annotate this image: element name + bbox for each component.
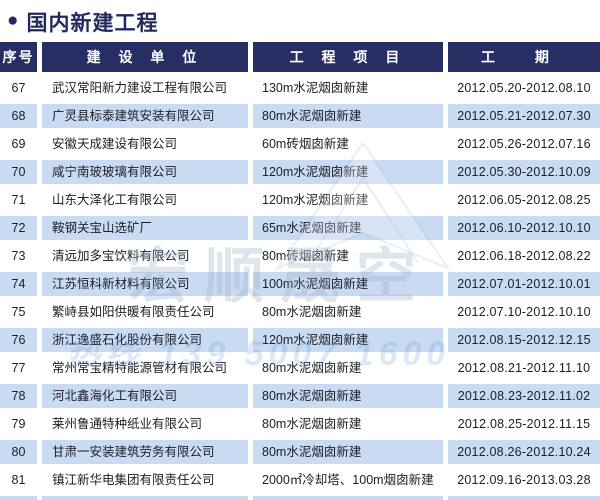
row-company: 鞍钢关宝山选矿厂 <box>42 216 248 240</box>
row-number: 80 <box>0 440 37 464</box>
column-header-company: 建 设 单 位 <box>42 42 248 72</box>
row-period: 2012.09.16-2013.03.28 <box>457 473 591 487</box>
row-company: 河北鑫海化工有限公司 <box>42 384 248 408</box>
table-row: 74 江苏恒科新材料有限公司 100m水泥烟囱新建 2012.07.01-201… <box>0 272 600 296</box>
table-body: 67 武汉常阳新力建设工程有限公司 130m水泥烟囱新建 2012.05.20-… <box>0 76 600 492</box>
row-period: 2012.06.18-2012.08.22 <box>457 249 591 263</box>
column-header-project: 工 程 项 目 <box>253 42 443 72</box>
table-row: 70 咸宁南玻玻璃有限公司 120m水泥烟囱新建 2012.05.30-2012… <box>0 160 600 184</box>
row-project: 65m水泥烟囱新建 <box>253 216 443 240</box>
table-header-row: 序号 建 设 单 位 工 程 项 目 工 期 <box>0 42 600 72</box>
next-row-sliver <box>0 496 600 500</box>
table-row: 68 广灵县标泰建筑安装有限公司 80m水泥烟囱新建 2012.05.21-20… <box>0 104 600 128</box>
row-number: 68 <box>0 104 37 128</box>
table-row: 75 繁峙县如阳供暖有限责任公司 80m水泥烟囱新建 2012.07.10-20… <box>0 300 600 324</box>
row-company: 武汉常阳新力建设工程有限公司 <box>52 81 228 95</box>
row-company: 常州常宝精特能源管材有限公司 <box>52 361 228 375</box>
row-number: 74 <box>0 272 37 296</box>
row-period: 2012.08.25-2012.11.15 <box>457 417 591 431</box>
row-period: 2012.05.20-2012.08.10 <box>457 81 591 95</box>
row-period: 2012.08.26-2012.10.24 <box>448 440 600 464</box>
row-project: 80m水泥烟囱新建 <box>262 417 362 431</box>
row-company: 广灵县标泰建筑安装有限公司 <box>42 104 248 128</box>
row-project: 120m水泥烟囱新建 <box>253 160 443 184</box>
row-project: 80m水泥烟囱新建 <box>262 361 362 375</box>
row-project: 80m砖烟囱新建 <box>262 249 349 263</box>
row-period: 2012.07.01-2012.10.01 <box>448 272 600 296</box>
row-company: 清远加多宝饮料有限公司 <box>52 249 190 263</box>
table-row: 77 常州常宝精特能源管材有限公司 80m水泥烟囱新建 2012.08.21-2… <box>0 356 600 380</box>
row-number: 70 <box>0 160 37 184</box>
row-period: 2012.06.05-2012.08.25 <box>457 193 591 207</box>
row-period: 2012.05.30-2012.10.09 <box>448 160 600 184</box>
row-project: 80m水泥烟囱新建 <box>262 305 362 319</box>
projects-table: 序号 建 设 单 位 工 程 项 目 工 期 67 武汉常阳新力建设工程有限公司… <box>0 42 600 500</box>
page-title: 国内新建工程 <box>26 11 159 35</box>
row-number: 77 <box>11 361 26 375</box>
row-number: 71 <box>11 193 26 207</box>
row-number: 78 <box>0 384 37 408</box>
row-number: 73 <box>11 249 26 263</box>
row-number: 76 <box>0 328 37 352</box>
table-row: 69 安徽天成建设有限公司 60m砖烟囱新建 2012.05.26-2012.0… <box>0 132 600 156</box>
row-project: 100m水泥烟囱新建 <box>253 272 443 296</box>
table-row: 80 甘肃一安装建筑劳务有限公司 80m水泥烟囱新建 2012.08.26-20… <box>0 440 600 464</box>
row-number: 81 <box>11 473 26 487</box>
table-row: 81 镇江新华电集团有限责任公司 2000㎡冷却塔、100m烟囱新建 2012.… <box>0 468 600 492</box>
row-number: 79 <box>11 417 26 431</box>
row-period: 2012.05.21-2012.07.30 <box>448 104 600 128</box>
row-number: 67 <box>11 81 26 95</box>
row-company: 浙江逸盛石化股份有限公司 <box>42 328 248 352</box>
row-company: 江苏恒科新材料有限公司 <box>42 272 248 296</box>
section-header: ● 国内新建工程 <box>0 0 600 42</box>
row-project: 60m砖烟囱新建 <box>262 137 349 151</box>
row-period: 2012.08.15-2012.12.15 <box>448 328 600 352</box>
row-period: 2012.05.26-2012.07.16 <box>457 137 591 151</box>
column-header-period: 工 期 <box>448 42 600 72</box>
row-company: 山东大泽化工有限公司 <box>52 193 178 207</box>
row-company: 咸宁南玻玻璃有限公司 <box>42 160 248 184</box>
row-company: 莱州鲁通特种纸业有限公司 <box>52 417 203 431</box>
table-row: 73 清远加多宝饮料有限公司 80m砖烟囱新建 2012.06.18-2012.… <box>0 244 600 268</box>
row-period: 2012.08.23-2012.11.02 <box>448 384 600 408</box>
table-row: 71 山东大泽化工有限公司 120m水泥烟囱新建 2012.06.05-2012… <box>0 188 600 212</box>
row-number: 72 <box>0 216 37 240</box>
row-number: 69 <box>11 137 26 151</box>
table-row: 67 武汉常阳新力建设工程有限公司 130m水泥烟囱新建 2012.05.20-… <box>0 76 600 100</box>
table-row: 78 河北鑫海化工有限公司 80m水泥烟囱新建 2012.08.23-2012.… <box>0 384 600 408</box>
row-company: 甘肃一安装建筑劳务有限公司 <box>42 440 248 464</box>
row-number: 75 <box>11 305 26 319</box>
row-project: 120m水泥烟囱新建 <box>262 193 369 207</box>
row-period: 2012.06.10-2012.10.10 <box>448 216 600 240</box>
row-period: 2012.07.10-2012.10.10 <box>457 305 591 319</box>
bullet-icon: ● <box>7 10 19 31</box>
table-row: 76 浙江逸盛石化股份有限公司 120m水泥烟囱新建 2012.08.15-20… <box>0 328 600 352</box>
row-project: 130m水泥烟囱新建 <box>262 81 369 95</box>
row-project: 80m水泥烟囱新建 <box>253 104 443 128</box>
row-company: 镇江新华电集团有限责任公司 <box>52 473 215 487</box>
column-header-no: 序号 <box>0 42 37 72</box>
table-row: 72 鞍钢关宝山选矿厂 65m水泥烟囱新建 2012.06.10-2012.10… <box>0 216 600 240</box>
table-row: 79 莱州鲁通特种纸业有限公司 80m水泥烟囱新建 2012.08.25-201… <box>0 412 600 436</box>
row-project: 80m水泥烟囱新建 <box>253 440 443 464</box>
row-project: 120m水泥烟囱新建 <box>253 328 443 352</box>
row-project: 2000㎡冷却塔、100m烟囱新建 <box>262 473 434 487</box>
row-company: 繁峙县如阳供暖有限责任公司 <box>52 305 215 319</box>
row-project: 80m水泥烟囱新建 <box>253 384 443 408</box>
row-period: 2012.08.21-2012.11.10 <box>457 361 591 375</box>
row-company: 安徽天成建设有限公司 <box>52 137 178 151</box>
